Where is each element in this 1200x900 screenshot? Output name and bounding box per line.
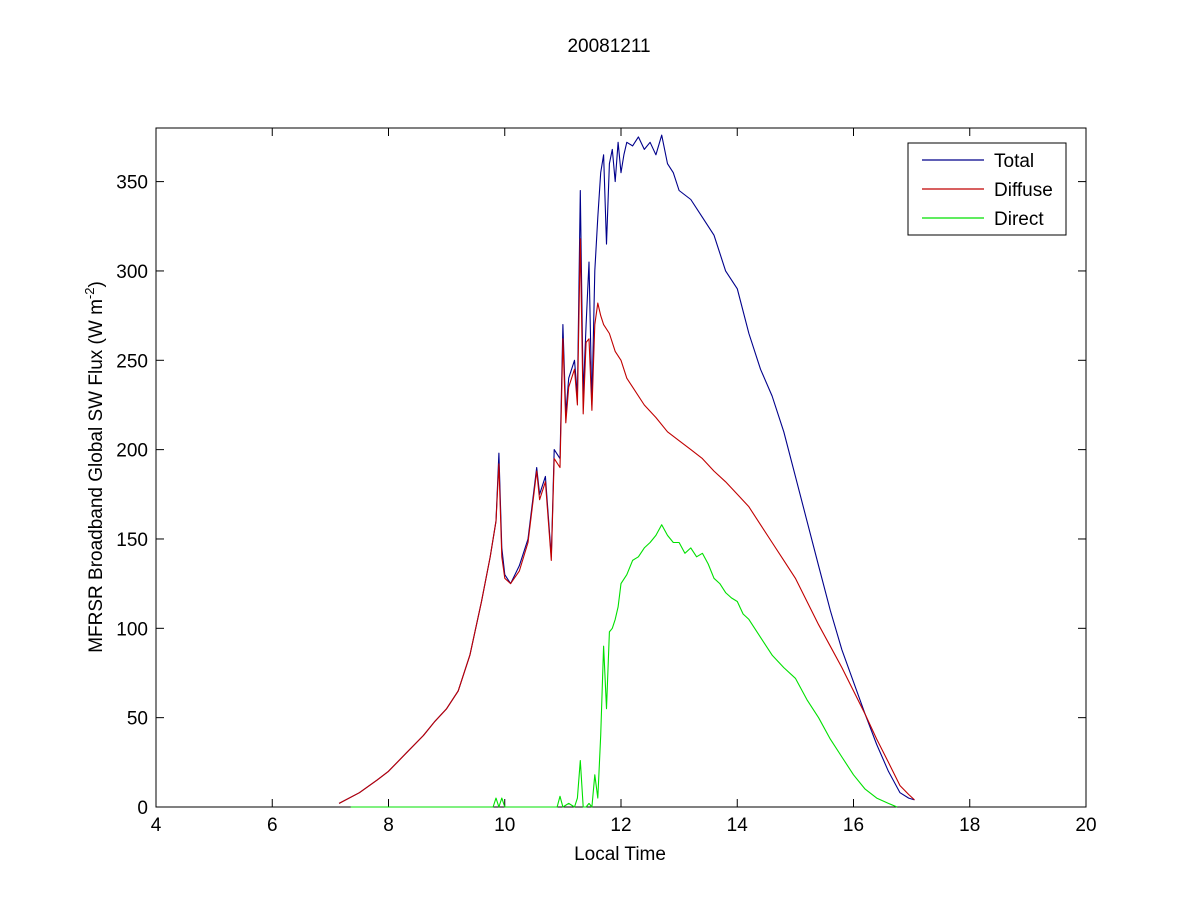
series-layer bbox=[338, 134, 915, 808]
y-axis-label-unit-exponent: -2 bbox=[82, 288, 97, 300]
chart-title: 20081211 bbox=[567, 36, 650, 57]
x-axis: 4 6 8 10 12 14 16 18 20 bbox=[151, 128, 1097, 836]
y-tick-label: 0 bbox=[137, 798, 148, 819]
y-tick-label: 300 bbox=[116, 262, 148, 283]
plot-frame bbox=[155, 127, 1087, 808]
y-tick-label: 250 bbox=[116, 351, 148, 372]
x-tick-label: 20 bbox=[1075, 815, 1096, 836]
x-tick-label: 6 bbox=[267, 815, 278, 836]
series-line-diffuse bbox=[338, 238, 915, 804]
legend-label-total: Total bbox=[994, 151, 1034, 172]
x-tick-label: 14 bbox=[727, 815, 749, 836]
x-tick-label: 16 bbox=[843, 815, 864, 836]
legend-label-direct: Direct bbox=[994, 209, 1044, 230]
y-tick-label: 100 bbox=[116, 619, 148, 640]
y-tick-label: 50 bbox=[127, 709, 148, 730]
y-tick-label: 200 bbox=[116, 441, 148, 462]
y-axis-label-text: MFRSR Broadband Global SW Flux (W m bbox=[86, 299, 107, 653]
legend: Total Diffuse Direct bbox=[907, 142, 1067, 236]
series-line-direct bbox=[350, 524, 898, 808]
y-tick-label: 350 bbox=[116, 173, 148, 194]
y-axis-label-close: ) bbox=[86, 281, 107, 287]
x-tick-label: 18 bbox=[959, 815, 980, 836]
x-tick-label: 10 bbox=[494, 815, 515, 836]
x-tick-label: 4 bbox=[151, 815, 162, 836]
x-axis-label: Local Time bbox=[574, 844, 666, 865]
y-axis: 0 50 100 150 200 250 300 350 bbox=[116, 173, 1086, 819]
x-tick-label: 12 bbox=[610, 815, 631, 836]
plot-area bbox=[155, 127, 1087, 808]
legend-label-diffuse: Diffuse bbox=[994, 180, 1053, 201]
x-tick-label: 8 bbox=[383, 815, 394, 836]
y-axis-label: MFRSR Broadband Global SW Flux (W m-2) bbox=[82, 281, 107, 653]
y-tick-label: 150 bbox=[116, 530, 148, 551]
